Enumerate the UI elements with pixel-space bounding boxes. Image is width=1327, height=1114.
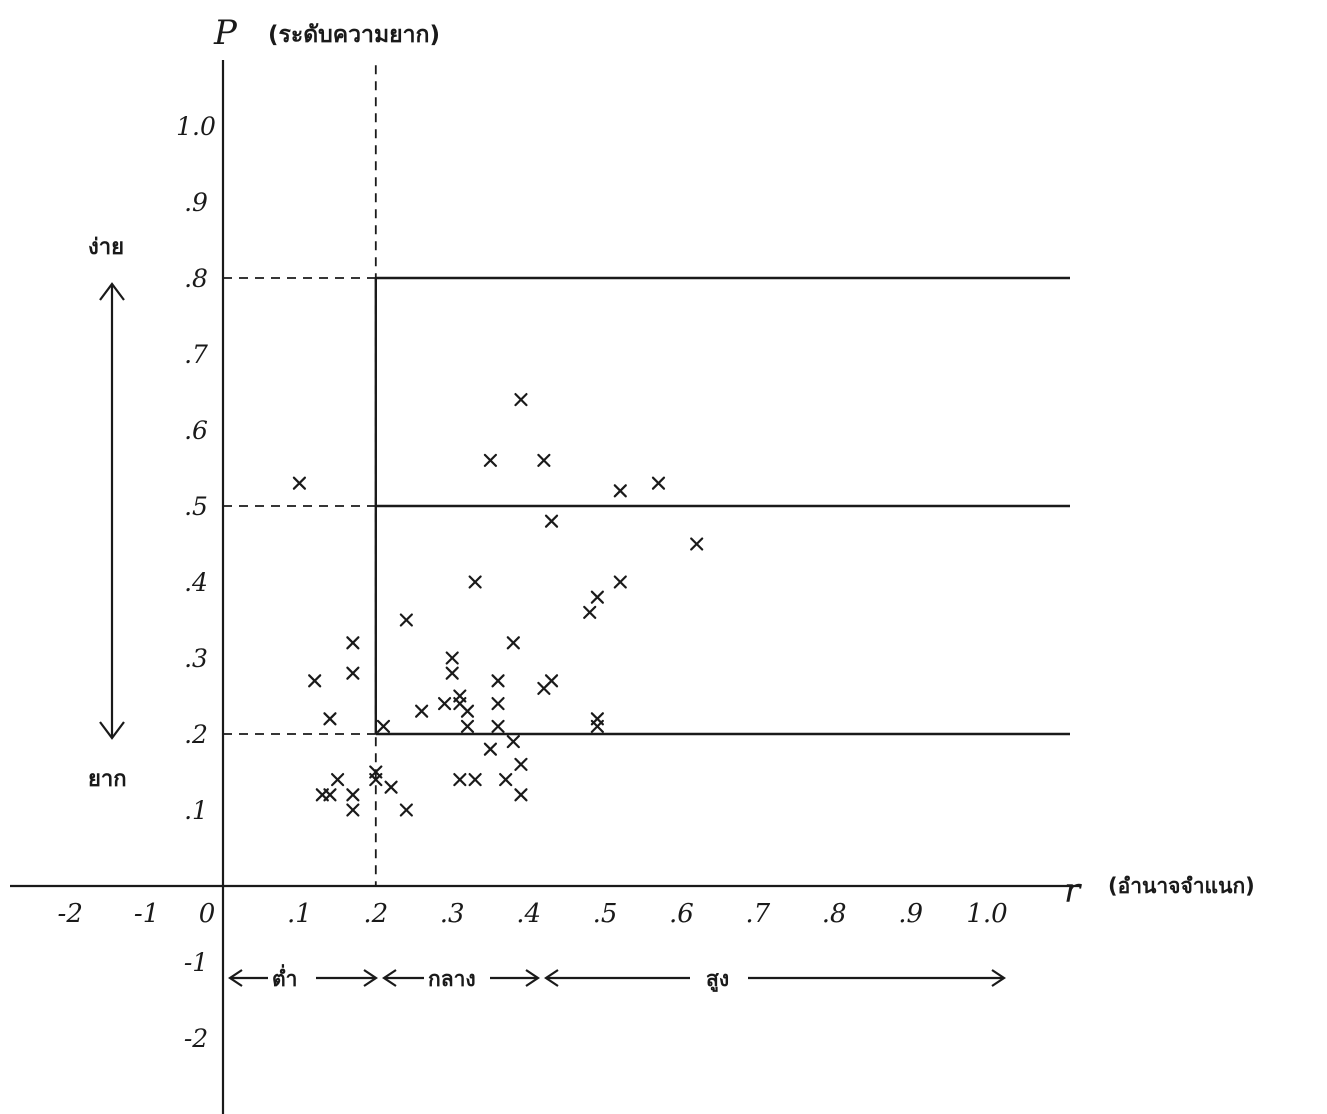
data-point [468,772,482,787]
x-tick-label: -2 [58,899,83,929]
y-tick-label: .3 [184,644,208,673]
data-point [583,605,597,620]
data-point [690,537,704,551]
data-point [613,575,627,589]
data-point [483,742,497,756]
data-point [323,712,337,726]
data-point [445,666,459,680]
hard-label: ยาก [88,767,127,792]
easy-label: ง่าย [88,235,124,260]
y-tick-label: -1 [184,948,208,977]
data-point [308,674,322,688]
x-axis-symbol: r [1064,871,1082,911]
x-tick-label: .9 [898,899,923,929]
y-tick-label: .5 [184,492,208,521]
low-range-label: ต่ำ [272,963,297,991]
data-point [544,674,559,688]
range-arrows [228,969,1006,987]
data-point [590,719,604,734]
y-tick-label: 1.0 [176,112,216,141]
high-range-label: สูง [706,967,729,993]
data-point [437,696,452,711]
data-point [537,453,551,467]
data-point [346,636,360,650]
y-tick-labels: -2 -1 .1 .2 .3 .4 .5 .6 .7 .8 .9 1.0 [176,112,216,1053]
x-tick-label: .3 [440,899,465,929]
data-point [346,803,360,817]
x-tick-label: 0 [199,899,216,929]
y-tick-label: .9 [184,188,208,217]
x-tick-labels: -2 -1 0 .1 .2 .3 .4 .5 .6 .7 .8 .9 1.0 [58,899,1008,929]
data-point [445,651,459,665]
data-point [460,704,475,718]
data-point [376,719,391,734]
data-point [346,788,360,802]
data-point [514,393,528,407]
x-tick-label: -1 [134,899,159,929]
y-tick-label: -2 [184,1024,208,1053]
data-point [544,514,559,528]
data-point [651,476,666,490]
x-tick-label: 1.0 [966,899,1007,929]
x-tick-label: .2 [363,899,388,929]
y-tick-label: .7 [184,340,208,369]
data-point [384,780,398,794]
y-tick-label: .1 [184,796,208,825]
data-point [399,613,413,627]
data-point [613,484,627,498]
y-axis-label: (ระดับความยาก) [268,22,440,48]
data-point [483,453,497,467]
y-tick-label: .6 [184,416,208,445]
easy-hard-arrow [99,282,125,740]
data-point [590,590,604,604]
y-axis-symbol: P [213,13,238,53]
y-tick-label: .2 [184,720,208,749]
x-axis-label: (อำนาจจำแนก) [1108,874,1255,898]
x-tick-label: .6 [669,899,694,929]
data-point [399,803,413,817]
data-point [491,674,505,688]
data-point [323,788,337,802]
x-tick-label: .7 [745,899,770,929]
data-point [415,704,429,718]
data-point [506,734,520,749]
x-tick-label: .4 [516,899,541,929]
data-point [514,757,528,772]
data-point [491,696,505,711]
y-tick-label: .4 [184,568,208,597]
data-point [514,788,528,802]
reference-lines [223,65,1070,886]
data-point [491,719,505,734]
data-point [499,772,513,787]
x-tick-label: .5 [593,899,618,929]
data-point [369,772,383,787]
data-point [460,719,475,734]
data-point [331,772,345,787]
data-point [453,772,467,787]
data-points [292,393,704,817]
data-point [506,636,520,650]
data-point [468,575,482,589]
medium-range-label: กลาง [428,967,476,991]
data-point [346,666,360,680]
data-point [292,476,306,490]
y-tick-label: .8 [184,264,208,293]
x-tick-label: .1 [287,899,312,929]
x-tick-label: .8 [822,899,847,929]
